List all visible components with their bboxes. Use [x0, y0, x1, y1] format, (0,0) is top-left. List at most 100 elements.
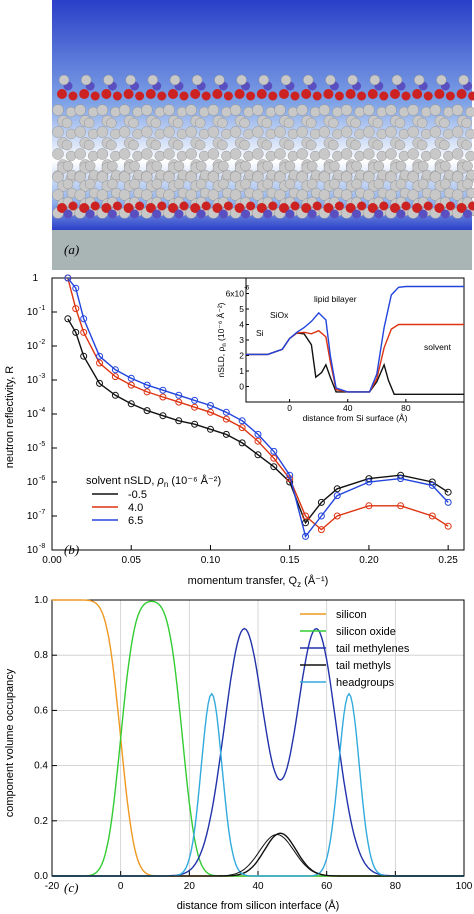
tail-atom: [417, 139, 428, 151]
panel-c-occupancy-chart: -20 0 20 40 60 80 100 0.0 0.2 0.4 0.6 0.8 1.0 silico…: [0, 590, 474, 914]
occupancy-y-axis-label: component volume occupancy: [4, 668, 16, 817]
tail-atom: [236, 74, 247, 86]
tail-atom: [429, 104, 442, 116]
x-tick-label: 20: [184, 881, 196, 892]
tail-atom: [451, 171, 464, 183]
tail-atom: [83, 139, 95, 151]
data-point-4.0: [365, 502, 373, 510]
tail-atom: [350, 139, 361, 151]
oxygen-atom: [357, 91, 367, 101]
oxygen-atom: [168, 89, 178, 99]
legend-entry: tail methyls: [336, 660, 392, 672]
oxygen-atom: [268, 201, 278, 211]
tail-atom: [185, 126, 197, 138]
tail-atom: [62, 160, 74, 172]
x-tick-label: 80: [390, 881, 402, 892]
phosphorus-atom: [418, 209, 428, 219]
oxygen-atom: [379, 91, 389, 101]
x-tick-label: 60: [321, 881, 333, 892]
data-point--0.5: [143, 407, 151, 415]
tail-atom: [58, 74, 70, 86]
tail-atom: [96, 189, 109, 201]
tail-atom: [207, 171, 220, 183]
phosphorus-atom: [374, 209, 384, 219]
tail-atom: [52, 126, 64, 138]
oxygen-atom: [345, 89, 356, 99]
oxygen-atom: [367, 89, 378, 99]
silicon-substrate: [52, 230, 472, 270]
phosphorus-atom: [440, 209, 450, 219]
tail-atom: [443, 150, 454, 162]
oxygen-atom: [301, 203, 312, 213]
oxygen-atom: [135, 91, 145, 101]
tail-atom: [221, 106, 232, 118]
y-tick-exponent: -4: [39, 407, 45, 414]
y-tick-label: 0.4: [34, 761, 48, 772]
tail-atom: [154, 128, 166, 140]
data-point-6.5: [317, 512, 325, 520]
tail-atom: [466, 169, 474, 181]
data-point-6.5: [428, 481, 436, 489]
legend-entry: tail methylenes: [336, 643, 410, 655]
tail-atom: [252, 104, 264, 116]
tail-atom: [274, 126, 286, 138]
oxygen-atom: [256, 203, 267, 213]
tail-atom: [74, 171, 86, 183]
oxygen-atom: [456, 203, 467, 213]
y-tick-label: 1: [32, 273, 38, 284]
tail-atom: [185, 148, 197, 160]
tail-atom: [465, 106, 474, 118]
x-tick-label: 0.20: [359, 555, 379, 566]
tail-atom: [340, 148, 353, 160]
oxygen-atom: [201, 91, 211, 101]
y-tick-exponent: -3: [39, 373, 45, 380]
oxygen-atom: [68, 91, 78, 101]
tail-atom: [125, 74, 136, 86]
tail-atom: [52, 171, 64, 183]
tail-atom: [373, 178, 384, 190]
tail-atom: [369, 74, 380, 86]
y-tick-label: 10: [27, 443, 39, 454]
tail-atom: [185, 104, 197, 116]
tail-atom: [310, 128, 321, 140]
tail-atom: [398, 106, 410, 118]
tail-atom: [306, 117, 317, 129]
tail-atom: [87, 150, 99, 162]
tail-atom: [451, 189, 464, 201]
x-tick-label: 0: [118, 881, 124, 892]
tail-atom: [198, 150, 210, 162]
data-point-6.5: [333, 492, 341, 500]
y-tick-label: 0.0: [34, 871, 48, 882]
data-point--0.5: [270, 463, 278, 471]
oxygen-atom: [135, 201, 145, 211]
oxygen-atom: [345, 203, 356, 213]
tail-atom: [440, 160, 451, 172]
tail-atom: [340, 126, 353, 138]
reflectivity-y-axis-label: neutron reflectivity, R: [4, 366, 16, 469]
tail-atom: [418, 160, 429, 172]
x-tick-label: 0.15: [280, 555, 300, 566]
tail-atom: [207, 189, 220, 201]
tail-atom: [141, 171, 153, 183]
oxygen-atom: [190, 203, 201, 213]
tail-atom: [318, 126, 331, 138]
tail-atom: [87, 106, 99, 118]
oxygen-atom: [145, 89, 156, 99]
tail-atom: [198, 128, 210, 140]
oxygen-atom: [57, 203, 67, 213]
inset-y-tick-label: 5: [239, 304, 244, 314]
tail-atom: [318, 104, 331, 116]
oxygen-atom: [445, 91, 455, 101]
tail-atom: [466, 187, 474, 199]
data-point-6.5: [206, 402, 214, 409]
oxygen-atom: [168, 203, 178, 213]
inset-annotation: lipid bilayer: [314, 294, 357, 304]
tail-atom: [376, 106, 387, 118]
oxygen-atom: [323, 203, 334, 213]
tail-atom: [84, 160, 96, 172]
inset-y-tick-label: 0: [239, 382, 244, 392]
tail-atom: [332, 128, 343, 140]
tail-atom: [61, 117, 73, 129]
tail-atom: [451, 104, 464, 116]
tail-atom: [61, 139, 73, 151]
